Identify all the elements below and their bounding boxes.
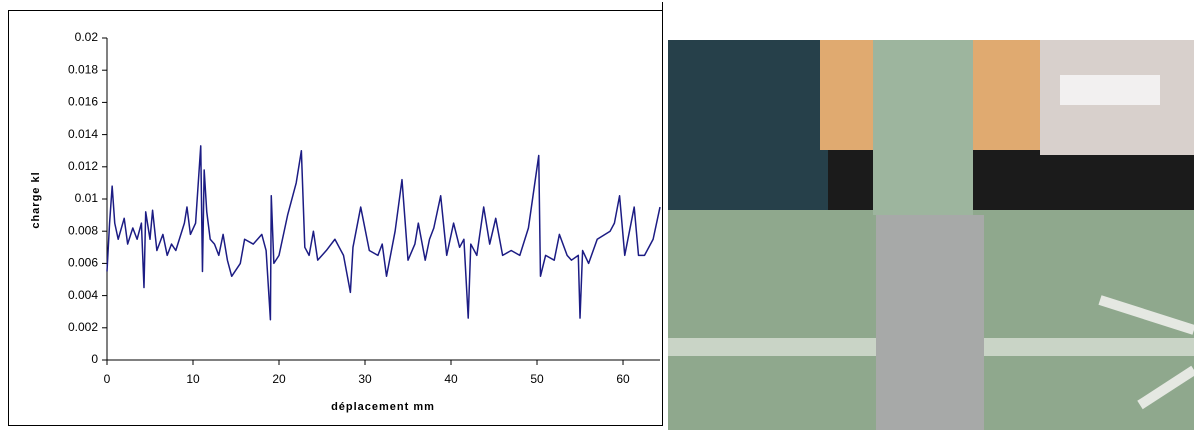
y-tick-label: 0.018 [68, 62, 98, 76]
x-tick-label: 50 [530, 372, 544, 386]
y-tick-label: 0.014 [68, 127, 98, 141]
y-tick-label: 0.006 [68, 256, 98, 270]
x-tick-label: 10 [186, 372, 200, 386]
chart-frame [8, 10, 663, 426]
photo-arrow-mark [1137, 365, 1194, 410]
photo [668, 40, 1194, 430]
plot: 0 0.002 0.004 0.006 0.008 0.01 0.012 0.014 0.016… [68, 30, 661, 386]
photo-highlight [1060, 75, 1160, 105]
x-axis-title: déplacement mm [331, 401, 435, 413]
y-tick-label: 0.004 [68, 288, 98, 302]
y-tick-label: 0.002 [68, 320, 98, 334]
frame-top-mask [9, 9, 662, 10]
photo-dark-blue [668, 40, 828, 210]
y-tick-label: 0.008 [68, 223, 98, 237]
y-tick-label: 0.01 [75, 191, 99, 205]
y-tick-label: 0 [91, 352, 98, 366]
x-tick-label: 30 [358, 372, 372, 386]
y-axis-title: charge kl [30, 171, 42, 228]
y-tick-label: 0.016 [68, 95, 98, 109]
data-line [106, 145, 661, 321]
photo-arrow-mark [1098, 295, 1194, 335]
x-tick-label: 20 [272, 372, 286, 386]
y-tick-label: 0.012 [68, 159, 98, 173]
x-tick-label: 60 [616, 372, 630, 386]
x-tick-label: 0 [104, 372, 111, 386]
y-tick-label: 0.02 [75, 30, 99, 44]
photo-green-tape [873, 40, 973, 215]
x-tick-label: 40 [444, 372, 458, 386]
photo-metal-strip [876, 215, 984, 430]
